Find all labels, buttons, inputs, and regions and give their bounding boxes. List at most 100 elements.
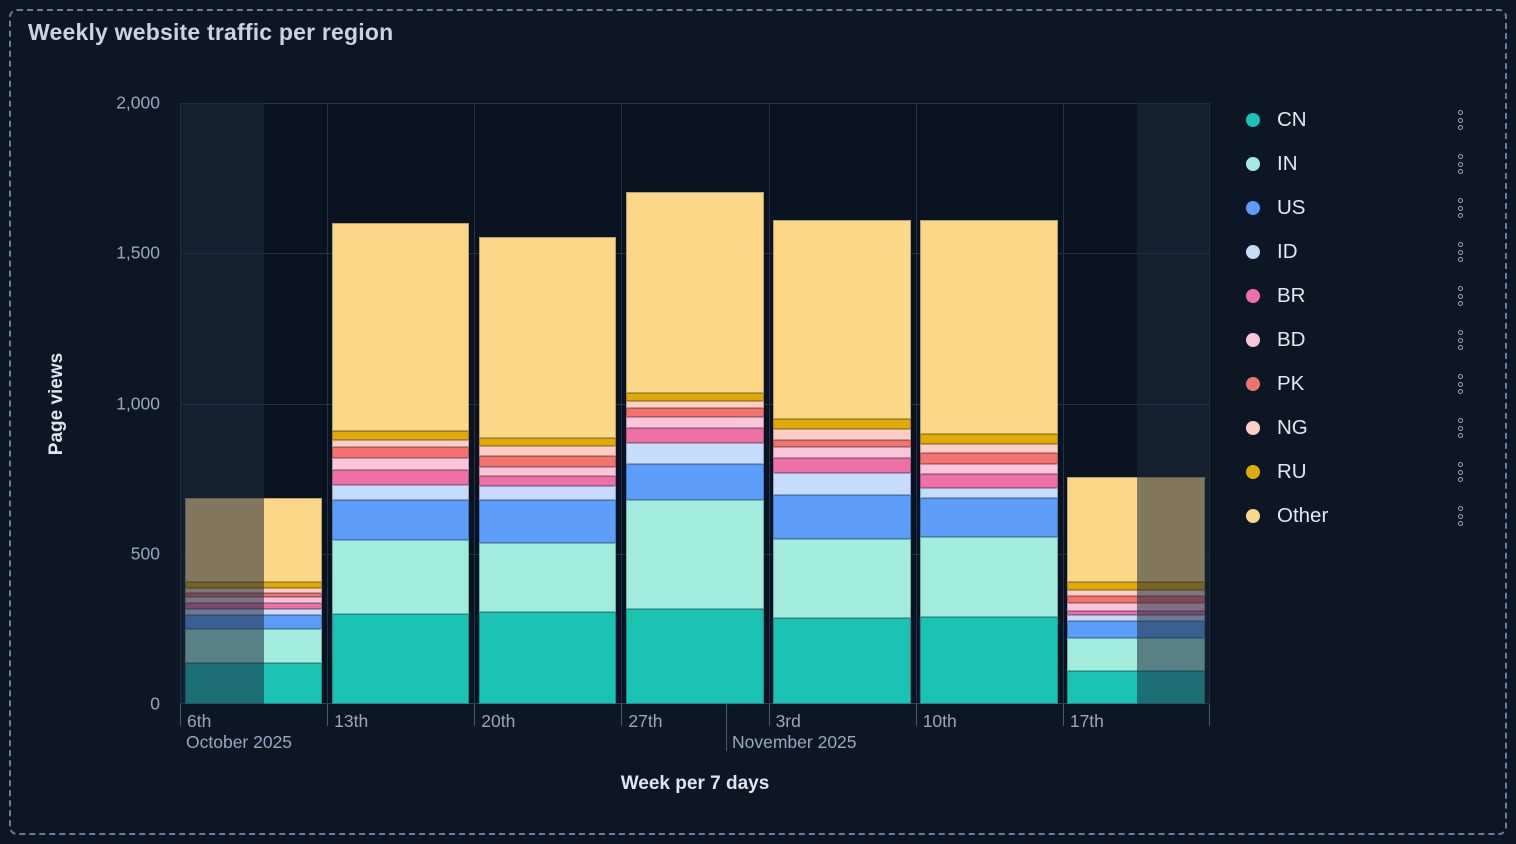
partial-week-dim-overlay-17th — [1137, 103, 1210, 704]
bar-segment-ru-3rd[interactable] — [773, 418, 911, 430]
legend-label-cn: CN — [1277, 108, 1307, 131]
bar-segment-us-13th[interactable] — [331, 499, 470, 541]
bar-segment-bd-20th[interactable] — [478, 466, 617, 476]
bar-segment-ng-13th[interactable] — [331, 439, 470, 448]
bar-segment-id-13th[interactable] — [331, 484, 470, 500]
legend-label-bd: BD — [1277, 328, 1306, 351]
bar-segment-pk-20th[interactable] — [478, 456, 617, 467]
kebab-menu-icon-in[interactable] — [1452, 149, 1469, 179]
bar-segment-cn-20th[interactable] — [478, 612, 617, 704]
bar-segment-us-20th[interactable] — [478, 499, 617, 544]
bar-segment-pk-17th[interactable] — [1067, 595, 1205, 604]
chart-title: Weekly website traffic per region — [28, 19, 394, 45]
bar-week-20th — [478, 236, 617, 704]
bar-segment-br-13th[interactable] — [331, 469, 470, 485]
kebab-menu-icon-bd[interactable] — [1452, 325, 1469, 355]
bar-segment-other-20th[interactable] — [478, 236, 617, 439]
bar-segment-br-20th[interactable] — [478, 475, 617, 487]
bar-segment-pk-10th[interactable] — [920, 453, 1058, 464]
bar-segment-us-27th[interactable] — [625, 463, 764, 500]
legend-item-us[interactable]: US — [1243, 186, 1471, 230]
legend-item-id[interactable]: ID — [1243, 230, 1471, 274]
bar-segment-ru-10th[interactable] — [920, 433, 1058, 445]
y-tick-label-500: 500 — [130, 543, 160, 564]
legend-label-br: BR — [1277, 284, 1306, 307]
plot-area: 0 500 1,000 1,500 2,000 6th 13th 20th 27th 3rd 10t… — [116, 93, 1210, 752]
legend-label-in: IN — [1277, 152, 1298, 175]
bar-segment-cn-13th[interactable] — [331, 613, 470, 704]
bar-segment-id-27th[interactable] — [625, 442, 764, 464]
bar-segment-bd-17th[interactable] — [1067, 603, 1205, 611]
bar-segment-cn-27th[interactable] — [625, 609, 764, 704]
bar-segment-other-13th[interactable] — [331, 223, 470, 431]
legend-color-dot-id — [1246, 245, 1260, 259]
kebab-menu-icon-us[interactable] — [1452, 193, 1469, 223]
bar-segment-ng-27th[interactable] — [625, 400, 764, 409]
bar-segment-bd-13th[interactable] — [331, 457, 470, 470]
bar-segment-ng-17th[interactable] — [1067, 589, 1205, 596]
bar-segment-ru-13th[interactable] — [331, 430, 470, 440]
x-tick-label-27th: 27th — [628, 711, 663, 731]
bar-segment-br-3rd[interactable] — [773, 457, 911, 473]
bar-segment-id-17th[interactable] — [1067, 615, 1205, 622]
bar-segment-br-10th[interactable] — [920, 474, 1058, 488]
kebab-menu-icon-cn[interactable] — [1452, 105, 1469, 135]
bar-segment-in-27th[interactable] — [625, 499, 764, 610]
bar-segment-in-10th[interactable] — [920, 537, 1058, 617]
kebab-menu-icon-pk[interactable] — [1452, 369, 1469, 399]
kebab-menu-icon-ng[interactable] — [1452, 413, 1469, 443]
legend-item-other[interactable]: Other — [1243, 494, 1471, 538]
bar-segment-cn-10th[interactable] — [920, 616, 1058, 704]
legend-item-ng[interactable]: NG — [1243, 406, 1471, 450]
bar-segment-pk-3rd[interactable] — [773, 439, 911, 448]
legend-item-pk[interactable]: PK — [1243, 362, 1471, 406]
kebab-dot — [1458, 242, 1463, 248]
bar-segment-in-3rd[interactable] — [773, 538, 911, 619]
bar-segment-in-13th[interactable] — [331, 540, 470, 614]
bar-segment-cn-3rd[interactable] — [773, 618, 911, 704]
legend-item-br[interactable]: BR — [1243, 274, 1471, 318]
kebab-menu-icon-ru[interactable] — [1452, 457, 1469, 487]
bar-segment-ru-27th[interactable] — [625, 393, 764, 401]
kebab-dot — [1458, 513, 1463, 519]
legend-item-bd[interactable]: BD — [1243, 318, 1471, 362]
bar-segment-other-10th[interactable] — [920, 220, 1058, 434]
bar-segment-id-3rd[interactable] — [773, 472, 911, 496]
kebab-menu-icon-other[interactable] — [1452, 501, 1469, 531]
bar-segment-other-27th[interactable] — [625, 191, 764, 394]
bar-segment-ru-20th[interactable] — [478, 438, 617, 446]
bar-segment-us-10th[interactable] — [920, 498, 1058, 538]
legend-item-in[interactable]: IN — [1243, 142, 1471, 186]
bar-segment-in-20th[interactable] — [478, 543, 617, 613]
bar-segment-id-10th[interactable] — [920, 487, 1058, 499]
bar-segment-bd-3rd[interactable] — [773, 447, 911, 458]
legend-item-ru[interactable]: RU — [1243, 450, 1471, 494]
bar-segment-br-17th[interactable] — [1067, 610, 1205, 616]
bar-segment-bd-27th[interactable] — [625, 417, 764, 428]
legend-item-cn[interactable]: CN — [1243, 98, 1471, 142]
kebab-dot — [1458, 469, 1463, 475]
bar-segment-ng-3rd[interactable] — [773, 429, 911, 440]
kebab-dot — [1458, 300, 1463, 306]
bar-segment-ng-10th[interactable] — [920, 444, 1058, 454]
kebab-dot — [1458, 374, 1463, 380]
bar-segment-bd-10th[interactable] — [920, 463, 1058, 475]
kebab-dot — [1458, 293, 1463, 299]
kebab-menu-icon-br[interactable] — [1452, 281, 1469, 311]
bar-segment-id-20th[interactable] — [478, 486, 617, 500]
bar-segment-ng-20th[interactable] — [478, 445, 617, 457]
month-label-october: October 2025 — [186, 732, 293, 752]
x-tick-label-13th: 13th — [334, 711, 369, 731]
kebab-dot — [1458, 462, 1463, 468]
bar-segment-br-27th[interactable] — [625, 427, 764, 443]
bar-segment-pk-27th[interactable] — [625, 408, 764, 418]
bar-segment-us-3rd[interactable] — [773, 495, 911, 539]
x-axis-title: Week per 7 days — [620, 773, 770, 794]
bar-segment-ru-17th[interactable] — [1067, 582, 1205, 590]
bar-segment-other-3rd[interactable] — [773, 220, 911, 419]
kebab-menu-icon-id[interactable] — [1452, 237, 1469, 267]
legend-color-dot-pk — [1246, 377, 1260, 391]
kebab-dot — [1458, 154, 1463, 160]
legend-color-dot-us — [1246, 201, 1260, 215]
bar-segment-pk-13th[interactable] — [331, 447, 470, 458]
